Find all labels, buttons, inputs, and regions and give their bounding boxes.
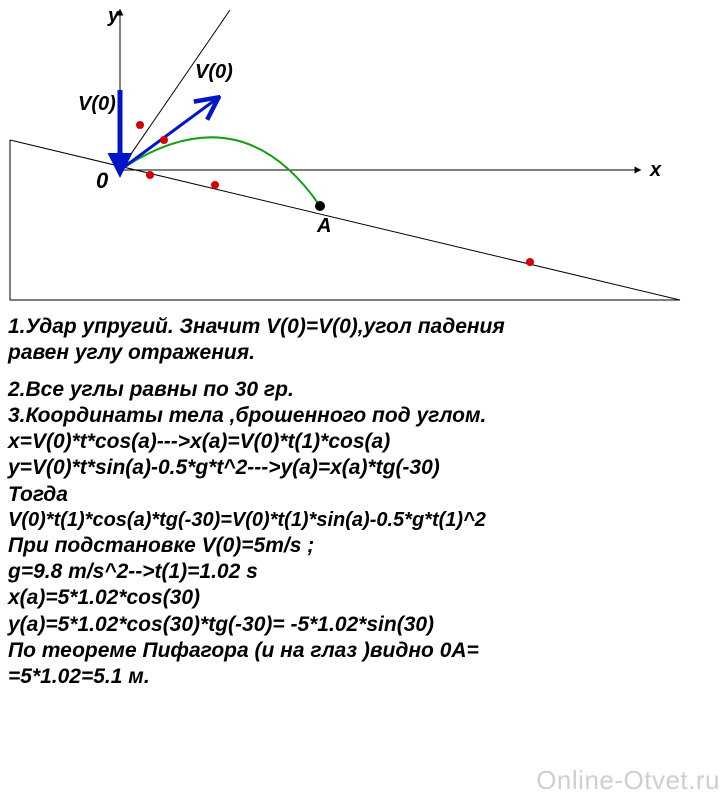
- text-line: 1.Удар упругий. Значит V(0)=V(0),угол па…: [8, 314, 718, 340]
- marker-point: [136, 121, 144, 129]
- x-axis-label: x: [649, 159, 662, 181]
- ray-upper: [120, 10, 230, 170]
- marker-point: [211, 181, 219, 189]
- text-line: По теореме Пифагора (и на глаз )видно 0A…: [8, 638, 718, 664]
- text-line: При подстановке V(0)=5m/s ;: [8, 533, 718, 559]
- text-line: равен углу отражения.: [8, 340, 718, 366]
- marker-point: [526, 258, 534, 266]
- text-line: 2.Все углы равны по 30 гр.: [8, 377, 718, 403]
- vector-v0-reflected: [120, 100, 215, 170]
- solution-text-block: 1.Удар упругий. Значит V(0)=V(0),угол па…: [0, 310, 726, 698]
- text-line: y=V(0)*t*sin(a)-0.5*g*t^2--->y(a)=x(a)*t…: [8, 455, 718, 481]
- text-line: V(0)*t(1)*cos(a)*tg(-30)=V(0)*t(1)*sin(a…: [8, 508, 718, 533]
- vector-v0-incident-label: V(0): [78, 93, 116, 115]
- vector-v0-reflected-label: V(0): [195, 61, 233, 83]
- point-a: [315, 201, 325, 211]
- physics-diagram: y x V(0) V(0) 0 A: [0, 0, 726, 310]
- y-axis-label: y: [107, 5, 120, 27]
- text-line: [8, 367, 718, 377]
- origin-label: 0: [96, 168, 109, 193]
- text-line: 3.Координаты тела ,брошенного под углом.: [8, 403, 718, 429]
- text-line: Тогда: [8, 482, 718, 508]
- text-line: x(a)=5*1.02*cos(30): [8, 585, 718, 611]
- text-line: x=V(0)*t*cos(a)--->x(a)=V(0)*t(1)*cos(a): [8, 429, 718, 455]
- marker-point: [160, 136, 168, 144]
- slope-triangle: [10, 140, 680, 300]
- marker-point: [146, 171, 154, 179]
- point-a-label: A: [316, 215, 331, 237]
- text-line: =5*1.02=5.1 м.: [8, 664, 718, 690]
- watermark-text: Online-Otvet.ru: [536, 765, 720, 796]
- page-container: y x V(0) V(0) 0 A 1.У: [0, 0, 726, 800]
- text-line: y(a)=5*1.02*cos(30)*tg(-30)= -5*1.02*sin…: [8, 612, 718, 638]
- text-line: g=9.8 m/s^2-->t(1)=1.02 s: [8, 559, 718, 585]
